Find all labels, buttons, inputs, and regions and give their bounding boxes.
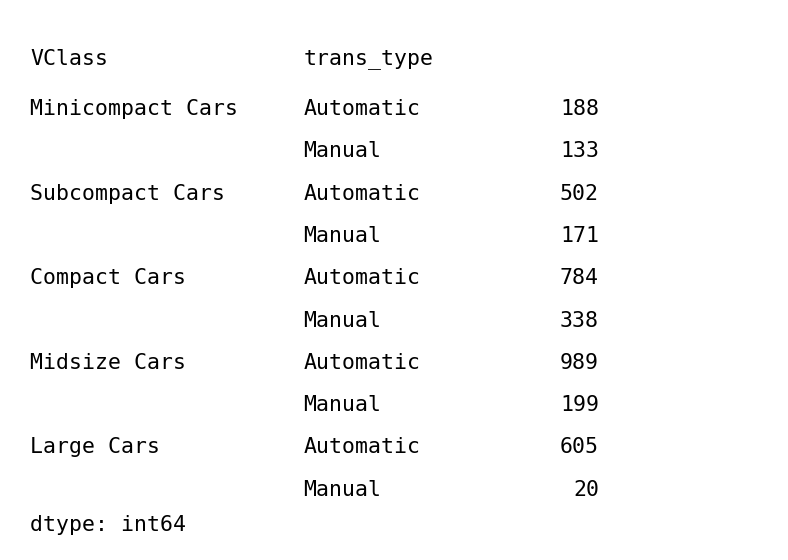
Text: 784: 784 [560,268,599,288]
Text: trans_type: trans_type [303,49,433,69]
Text: Manual: Manual [303,226,381,246]
Text: 20: 20 [573,480,599,500]
Text: Automatic: Automatic [303,353,420,373]
Text: Subcompact Cars: Subcompact Cars [30,184,225,204]
Text: Compact Cars: Compact Cars [30,268,186,288]
Text: Automatic: Automatic [303,184,420,204]
Text: Manual: Manual [303,480,381,500]
Text: Manual: Manual [303,395,381,415]
Text: Automatic: Automatic [303,437,420,458]
Text: Manual: Manual [303,142,381,161]
Text: 199: 199 [560,395,599,415]
Text: 338: 338 [560,311,599,330]
Text: 133: 133 [560,142,599,161]
Text: 989: 989 [560,353,599,373]
Text: 605: 605 [560,437,599,458]
Text: dtype: int64: dtype: int64 [30,515,186,535]
Text: 502: 502 [560,184,599,204]
Text: 171: 171 [560,226,599,246]
Text: Automatic: Automatic [303,99,420,119]
Text: Manual: Manual [303,311,381,330]
Text: VClass: VClass [30,49,108,69]
Text: Automatic: Automatic [303,268,420,288]
Text: Large Cars: Large Cars [30,437,160,458]
Text: Midsize Cars: Midsize Cars [30,353,186,373]
Text: 188: 188 [560,99,599,119]
Text: Minicompact Cars: Minicompact Cars [30,99,238,119]
